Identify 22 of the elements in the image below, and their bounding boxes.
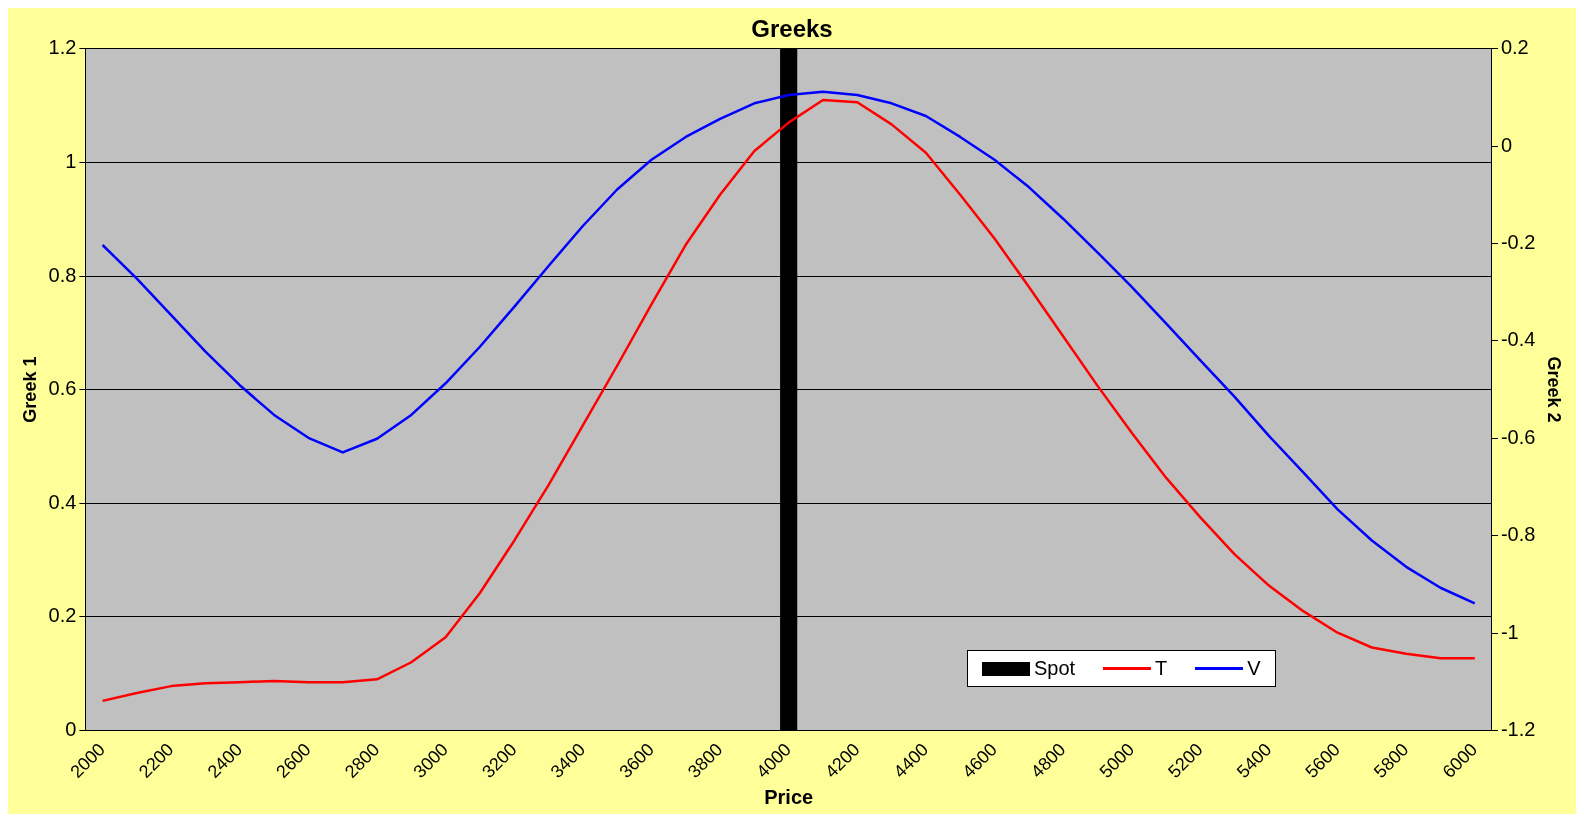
y2-tick-label: -0.2 [1500, 231, 1536, 254]
legend-label: Spot [1033, 657, 1076, 681]
y2-tick-label: 0.2 [1500, 36, 1529, 59]
y2-tick-label: -1.2 [1500, 717, 1536, 740]
legend-label: V [1247, 657, 1261, 681]
y-tick-label: 1 [65, 149, 77, 172]
y2-tick-label: 0 [1500, 133, 1513, 156]
y2-tick-label: -0.8 [1500, 523, 1536, 546]
y2-axis-title: Greek 2 [1544, 356, 1565, 423]
y-tick-label: 0 [65, 717, 77, 740]
y2-tick-label: -0.4 [1500, 328, 1536, 351]
y2-tick-label: -1 [1500, 620, 1519, 643]
y-tick-label: 0.6 [48, 377, 77, 400]
x-axis-title: Price [764, 785, 814, 808]
legend-label: T [1155, 657, 1168, 681]
y-tick-label: 0.4 [48, 490, 77, 513]
y-axis-title: Greek 1 [19, 356, 40, 423]
y-tick-label: 0.2 [48, 604, 77, 627]
y2-tick-label: -0.6 [1500, 425, 1536, 448]
y-tick-label: 0.8 [48, 263, 77, 286]
chart-title: Greeks [751, 15, 833, 43]
y-tick-label: 1.2 [48, 36, 77, 59]
